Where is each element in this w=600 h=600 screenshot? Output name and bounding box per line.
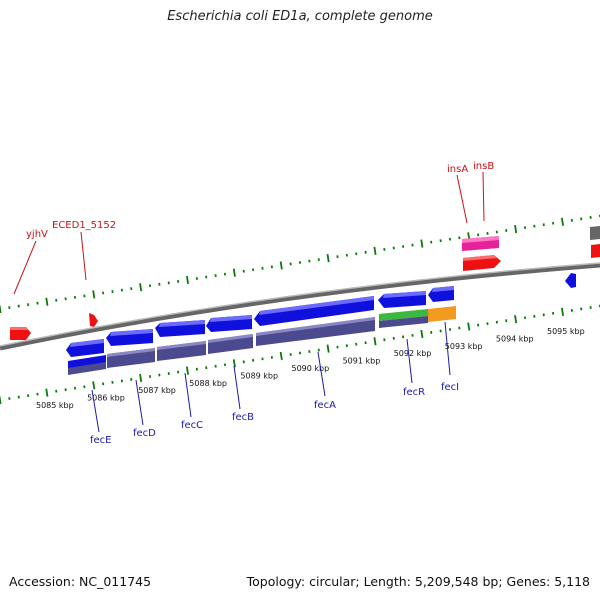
callout-fecB: fecB	[232, 365, 254, 423]
gene-label-fecB: fecB	[232, 412, 254, 423]
upper-tick-ruler	[0, 214, 600, 314]
gene-label-fecD: fecD	[133, 428, 156, 439]
gene-label-insA: insA	[447, 164, 468, 175]
gene-label-insB: insB	[473, 161, 494, 172]
gene-label-fecI: fecI	[441, 382, 459, 393]
scale-label: 5092 kbp	[394, 349, 432, 358]
major-tick	[139, 283, 143, 292]
callout-fecD: fecD	[133, 379, 156, 439]
callout-insB: insB	[473, 161, 494, 222]
major-tick	[373, 337, 377, 346]
feature-right-red-edge	[591, 244, 600, 258]
gene-label-yjhV: yjhV	[26, 229, 48, 240]
feature-right-gray-edge	[590, 226, 600, 240]
callout-fecC: fecC	[181, 372, 203, 431]
callout-ECED1-5152: ECED1_5152	[52, 220, 116, 281]
gene-label-fecE: fecE	[90, 435, 112, 446]
major-tick	[232, 359, 236, 368]
major-tick	[420, 239, 424, 248]
scale-label: 5088 kbp	[189, 379, 227, 388]
accession-label: Accession: NC_011745	[9, 574, 152, 589]
scale-label: 5090 kbp	[292, 364, 330, 373]
feature-insB-arrow	[463, 255, 501, 271]
gene-label-ECED1-5152: ECED1_5152	[52, 220, 116, 231]
major-tick	[139, 373, 143, 383]
major-tick	[514, 315, 518, 324]
major-tick	[279, 351, 283, 361]
gene-label-fecC: fecC	[181, 420, 203, 431]
genome-title: Escherichia coli ED1a, complete genome	[167, 9, 433, 24]
scale-label: 5089 kbp	[240, 371, 278, 380]
feature-yjhV-arrow	[10, 327, 31, 340]
major-tick	[45, 388, 49, 397]
major-tick	[561, 217, 564, 226]
major-tick	[326, 344, 330, 353]
major-tick	[0, 395, 2, 405]
feature-ECED1-5152-arrow	[89, 313, 98, 327]
callout-fecA: fecA	[314, 351, 336, 411]
major-tick	[420, 329, 424, 338]
scale-label: 5095 kbp	[547, 327, 585, 336]
major-tick	[514, 224, 518, 234]
scale-label: 5094 kbp	[496, 334, 534, 343]
callout-fecE: fecE	[90, 389, 112, 446]
feature-insA-bar	[462, 236, 499, 251]
major-tick	[467, 322, 471, 331]
major-tick	[373, 246, 377, 255]
backbone-line	[0, 262, 600, 351]
major-tick	[92, 290, 96, 299]
kbp-scale-labels: 5085 kbp 5086 kbp 5087 kbp 5088 kbp 5089 kbp…	[36, 327, 585, 410]
callout-yjhV: yjhV	[13, 229, 48, 295]
genome-summary: Topology: circular; Length: 5,209,548 bp…	[246, 574, 590, 589]
major-tick	[0, 304, 2, 314]
major-tick	[186, 275, 189, 285]
scale-label: 5087 kbp	[138, 386, 176, 395]
major-tick	[279, 261, 283, 270]
fec-operon-cds-arrows	[66, 286, 454, 357]
callout-fecI: fecI	[441, 321, 459, 393]
lower-tick-ruler	[0, 304, 600, 405]
callout-fecR: fecR	[403, 338, 425, 398]
gene-label-fecA: fecA	[314, 400, 336, 411]
callout-insA: insA	[447, 164, 468, 224]
scale-label: 5086 kbp	[87, 394, 125, 403]
scale-label: 5091 kbp	[343, 357, 381, 366]
major-tick	[232, 268, 236, 277]
feature-small-blue-arrow	[565, 273, 576, 288]
major-tick	[185, 366, 190, 375]
major-tick	[92, 381, 96, 390]
major-tick	[45, 297, 49, 306]
scale-label: 5093 kbp	[445, 342, 483, 351]
major-tick	[560, 307, 565, 316]
scale-label: 5085 kbp	[36, 401, 74, 410]
fec-operon-gene-bars	[68, 306, 456, 375]
major-tick	[326, 254, 330, 263]
gene-label-fecR: fecR	[403, 387, 425, 398]
